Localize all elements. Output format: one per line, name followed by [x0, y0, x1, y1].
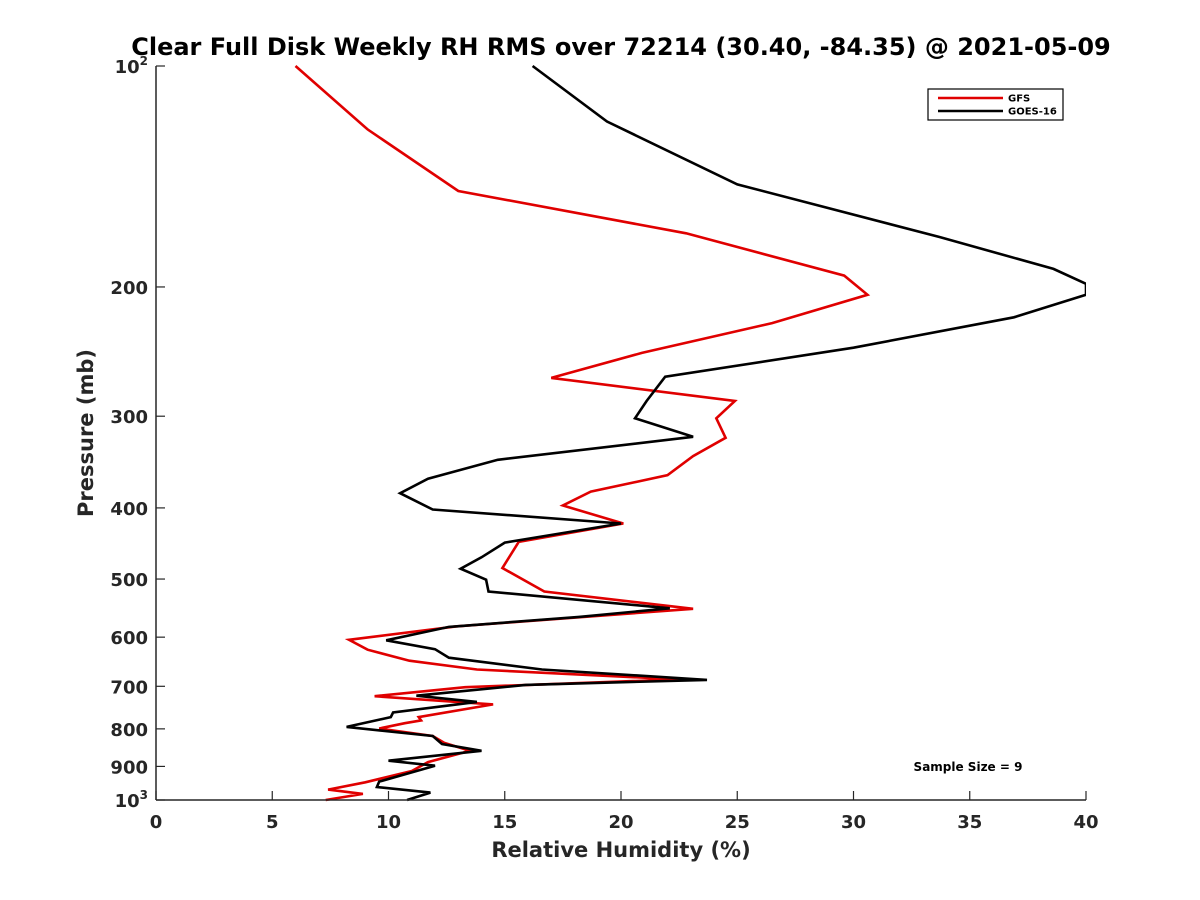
x-tick-label: 35 — [957, 812, 982, 833]
y-tick-label: 600 — [110, 628, 148, 649]
sample-size-annotation: Sample Size = 9 — [914, 760, 1023, 774]
y-tick-label: 200 — [110, 278, 148, 299]
x-axis-label: Relative Humidity (%) — [491, 838, 750, 862]
y-tick-label: 700 — [110, 677, 148, 698]
x-tick-label: 30 — [841, 812, 866, 833]
legend-label-goes-16: GOES-16 — [1008, 107, 1057, 118]
x-tick-label: 15 — [492, 812, 517, 833]
y-ticks: 102 200 300 400 500 600 700 800 900 103 — [110, 54, 165, 812]
x-tick-label: 25 — [725, 812, 750, 833]
series-group — [294, 64, 1086, 802]
y-tick-label: 102 — [115, 54, 148, 78]
legend-label-gfs: GFS — [1008, 94, 1030, 105]
y-tick-label: 800 — [110, 720, 148, 741]
series-line-goes-16 — [346, 64, 1086, 802]
x-tick-label: 0 — [150, 812, 163, 833]
chart-title: Clear Full Disk Weekly RH RMS over 72214… — [131, 33, 1111, 61]
x-tick-label: 20 — [608, 812, 633, 833]
x-ticks: 0 5 10 15 20 25 30 35 40 — [150, 791, 1099, 833]
x-tick-label: 10 — [376, 812, 401, 833]
legend-box — [927, 88, 1064, 121]
y-tick-label: 103 — [115, 788, 148, 812]
x-tick-label: 5 — [266, 812, 279, 833]
y-tick-label: 900 — [110, 757, 148, 778]
y-tick-label: 400 — [110, 499, 148, 520]
y-tick-label: 500 — [110, 570, 148, 591]
legend: GFS GOES-16 — [927, 88, 1064, 121]
y-tick-label: 300 — [110, 407, 148, 428]
x-tick-label: 40 — [1073, 812, 1098, 833]
y-axis-label: Pressure (mb) — [74, 349, 98, 517]
